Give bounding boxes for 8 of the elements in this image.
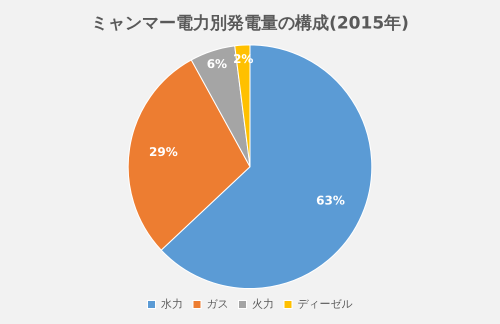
data-label: 63% <box>316 194 345 208</box>
legend-label: ガス <box>206 297 228 310</box>
chart-title: ミャンマー電力別発電量の構成(2015年) <box>91 14 409 34</box>
legend-label: 火力 <box>252 297 274 310</box>
legend-label: ディーゼル <box>298 297 352 310</box>
legend-label: 水力 <box>161 297 183 310</box>
data-label: 6% <box>206 56 228 71</box>
data-label: 29% <box>149 145 178 160</box>
